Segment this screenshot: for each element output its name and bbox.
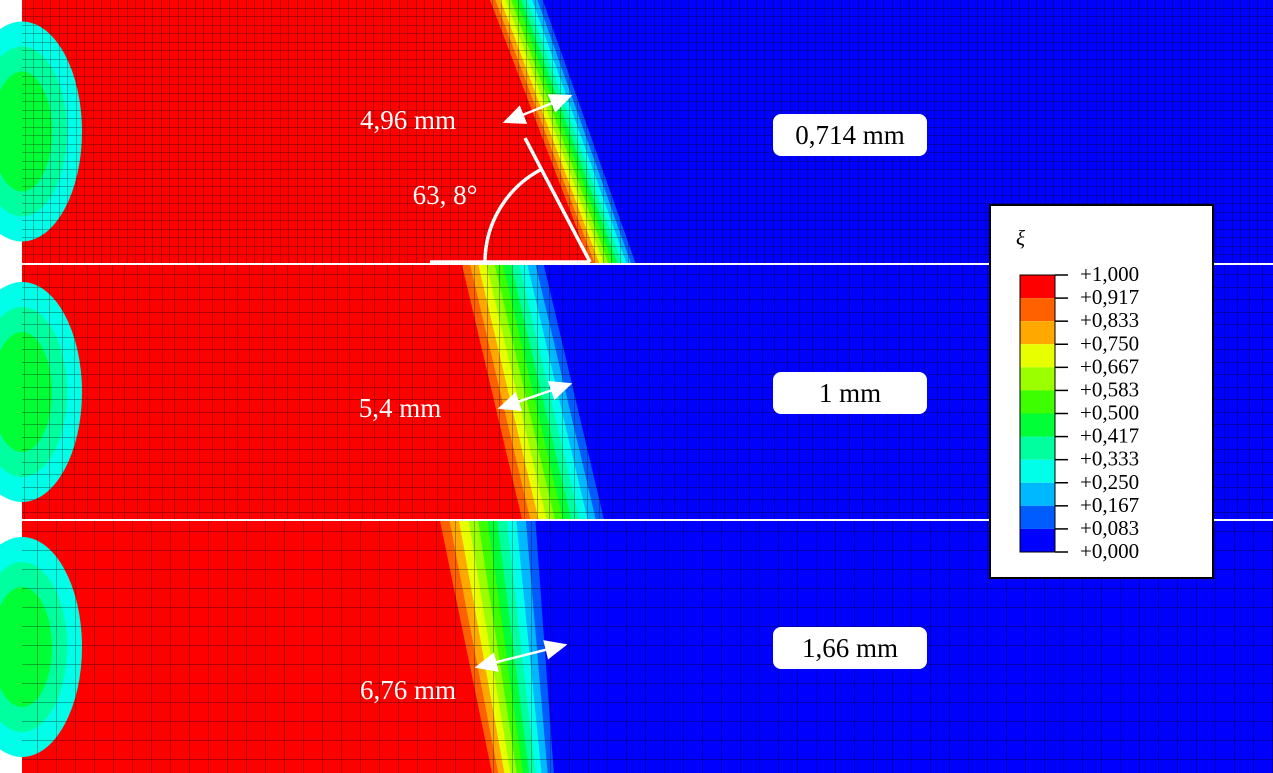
legend-label: +0,667 xyxy=(1080,354,1139,378)
legend-symbol: ξ xyxy=(1016,226,1025,250)
legend-label: +1,000 xyxy=(1080,262,1139,286)
legend-label: +0,750 xyxy=(1080,331,1139,355)
legend-label: +0,500 xyxy=(1080,401,1139,425)
legend-swatch xyxy=(1020,275,1055,298)
legend-label: +0,083 xyxy=(1080,516,1139,540)
legend-label: +0,167 xyxy=(1080,493,1139,517)
legend-label: +0,000 xyxy=(1080,539,1139,563)
legend-swatch xyxy=(1020,390,1055,413)
mesh-size: 0,714 mm xyxy=(795,120,905,150)
figure: 0,714 mm 4,96 mm 63, 8° 1 mm 5,4 mm 1,66 mm 6,… xyxy=(0,0,1273,773)
width-label: 6,76 mm xyxy=(360,675,456,705)
width-label: 5,4 mm xyxy=(359,393,442,423)
legend-label: +0,917 xyxy=(1080,285,1139,309)
legend-swatch xyxy=(1020,321,1055,344)
width-label: 4,96 mm xyxy=(360,105,456,135)
legend-label: +0,583 xyxy=(1080,377,1139,401)
legend-swatch xyxy=(1020,506,1055,529)
mesh-size: 1,66 mm xyxy=(802,633,898,663)
legend-label: +0,333 xyxy=(1080,447,1139,471)
legend: ξ +1,000+0,917+0,833+0,750+0,667+0,583+0… xyxy=(990,205,1213,578)
legend-swatch xyxy=(1020,344,1055,367)
legend-swatch xyxy=(1020,414,1055,437)
legend-swatch xyxy=(1020,298,1055,321)
legend-label: +0,417 xyxy=(1080,424,1139,448)
legend-label: +0,833 xyxy=(1080,308,1139,332)
angle-label: 63, 8° xyxy=(413,180,478,210)
legend-swatch xyxy=(1020,460,1055,483)
legend-label: +0,250 xyxy=(1080,470,1139,494)
legend-swatch xyxy=(1020,483,1055,506)
mesh-size: 1 mm xyxy=(819,378,881,408)
legend-swatch xyxy=(1020,437,1055,460)
legend-swatch xyxy=(1020,529,1055,552)
legend-swatch xyxy=(1020,367,1055,390)
